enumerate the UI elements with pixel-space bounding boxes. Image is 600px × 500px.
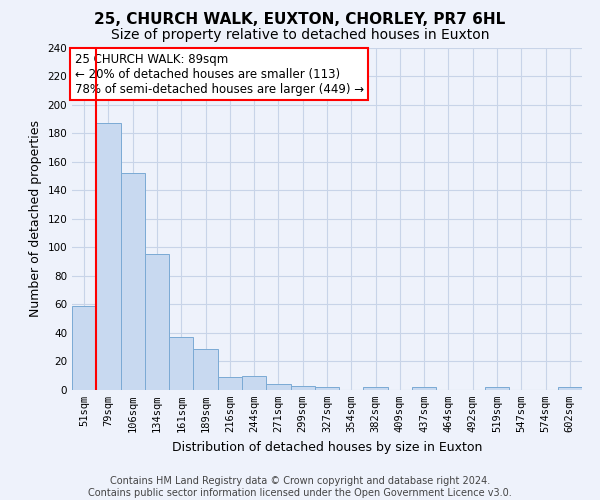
Bar: [266, 384, 290, 390]
Text: 25, CHURCH WALK, EUXTON, CHORLEY, PR7 6HL: 25, CHURCH WALK, EUXTON, CHORLEY, PR7 6H…: [94, 12, 506, 28]
Text: 25 CHURCH WALK: 89sqm
← 20% of detached houses are smaller (113)
78% of semi-det: 25 CHURCH WALK: 89sqm ← 20% of detached …: [74, 52, 364, 96]
Bar: [412, 387, 436, 390]
X-axis label: Distribution of detached houses by size in Euxton: Distribution of detached houses by size …: [172, 440, 482, 454]
Bar: [72, 306, 96, 390]
Bar: [290, 386, 315, 390]
Bar: [558, 387, 582, 390]
Bar: [169, 337, 193, 390]
Bar: [364, 387, 388, 390]
Bar: [193, 348, 218, 390]
Y-axis label: Number of detached properties: Number of detached properties: [29, 120, 42, 318]
Text: Contains HM Land Registry data © Crown copyright and database right 2024.
Contai: Contains HM Land Registry data © Crown c…: [88, 476, 512, 498]
Bar: [145, 254, 169, 390]
Bar: [315, 387, 339, 390]
Bar: [242, 376, 266, 390]
Bar: [218, 377, 242, 390]
Bar: [485, 387, 509, 390]
Bar: [96, 123, 121, 390]
Text: Size of property relative to detached houses in Euxton: Size of property relative to detached ho…: [111, 28, 489, 42]
Bar: [121, 173, 145, 390]
